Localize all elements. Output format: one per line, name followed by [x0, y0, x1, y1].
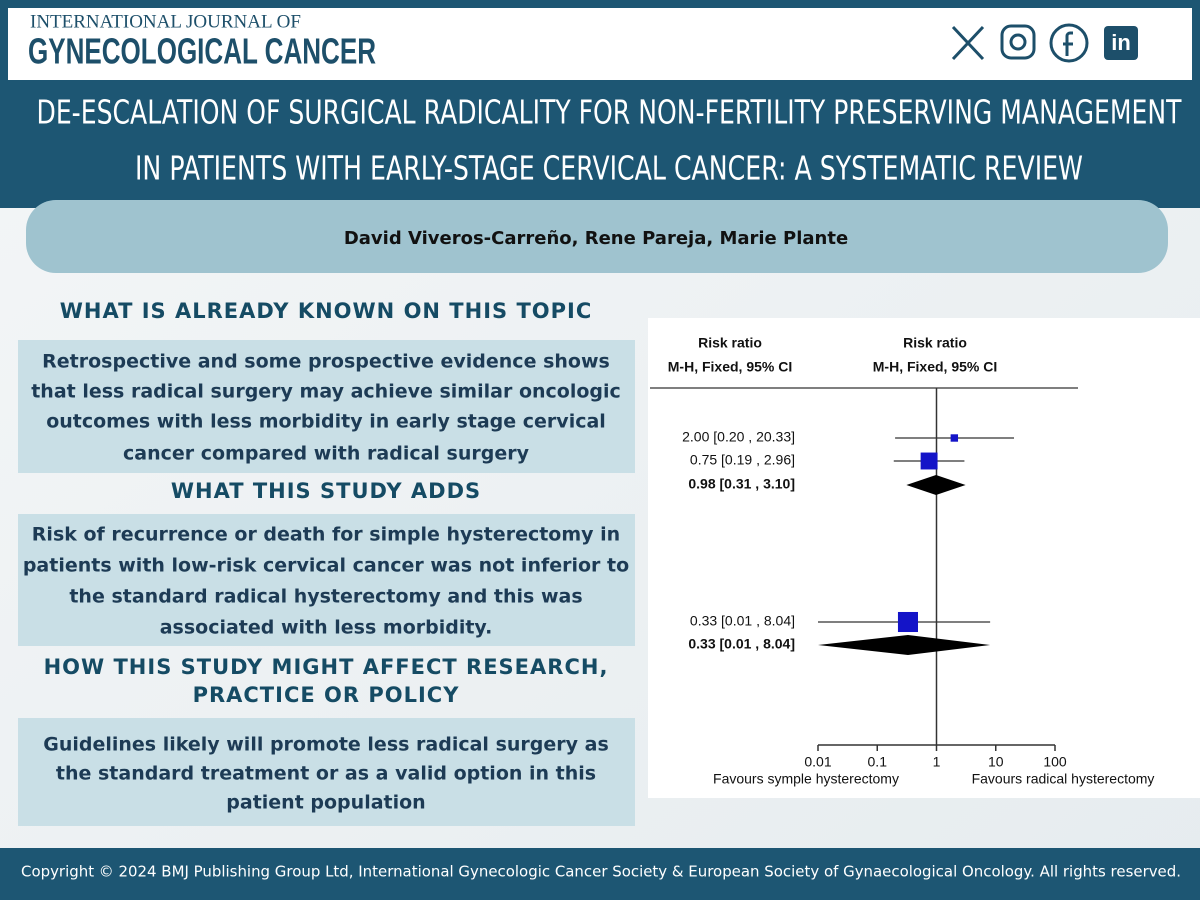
- x-icon[interactable]: [951, 25, 985, 61]
- section-box: [18, 340, 635, 473]
- section-text: Retrospective and some prospective evide…: [42, 351, 610, 373]
- copyright: Copyright © 2024 BMJ Publishing Group Lt…: [21, 863, 1181, 881]
- section-text: the standard radical hysterectomy and th…: [69, 586, 582, 608]
- favours-right: Favours radical hysterectomy: [972, 771, 1155, 787]
- social-icons[interactable]: in: [951, 23, 1138, 63]
- section-text: cancer compared with radical surgery: [123, 443, 530, 465]
- row-label: 0.98 [0.31 , 3.10]: [688, 476, 795, 492]
- forest-panel: [648, 318, 1200, 798]
- estimate-square: [920, 452, 938, 470]
- instagram-icon[interactable]: [1000, 24, 1036, 60]
- row-label: 0.33 [0.01 , 8.04]: [690, 613, 795, 629]
- section-text: patients with low-risk cervical cancer w…: [23, 555, 629, 577]
- section-text: patient population: [226, 792, 425, 814]
- section-heading: PRACTICE OR POLICY: [193, 683, 460, 707]
- section-box: [18, 718, 635, 826]
- x-tick-label: 10: [988, 754, 1004, 770]
- authors: David Viveros-Carreño, Rene Pareja, Mari…: [344, 228, 848, 249]
- row-label: 2.00 [0.20 , 20.33]: [682, 429, 795, 445]
- footer-band: [0, 848, 1200, 900]
- title-line: IN PATIENTS WITH EARLY-STAGE CERVICAL CA…: [135, 149, 1083, 188]
- x-tick-label: 0.01: [804, 754, 831, 770]
- section-text: Risk of recurrence or death for simple h…: [32, 524, 620, 546]
- summary-diamond: [906, 475, 966, 495]
- section-heading: WHAT THIS STUDY ADDS: [171, 479, 481, 503]
- section-text: outcomes with less morbidity in early st…: [46, 411, 606, 433]
- linkedin-icon[interactable]: [1104, 26, 1138, 60]
- section-text: that less radical surgery may achieve si…: [31, 381, 621, 403]
- section-heading: WHAT IS ALREADY KNOWN ON THIS TOPIC: [60, 299, 593, 323]
- summary-diamond: [818, 635, 991, 655]
- title-band: [0, 82, 1200, 208]
- title-line: DE-ESCALATION OF SURGICAL RADICALITY FOR…: [37, 93, 1183, 132]
- journal-line1: INTERNATIONAL JOURNAL OF: [30, 11, 301, 32]
- journal-line2: GYNECOLOGICAL CANCER: [28, 31, 376, 72]
- row-label: 0.33 [0.01 , 8.04]: [688, 636, 795, 652]
- section-text: the standard treatment or as a valid opt…: [56, 763, 596, 785]
- favours-left: Favours symple hysterectomy: [713, 771, 899, 787]
- estimate-square: [950, 434, 959, 442]
- header-band: [8, 8, 1192, 80]
- section-text: Guidelines likely will promote less radi…: [43, 734, 609, 756]
- svg-text:in: in: [1111, 30, 1131, 55]
- x-tick-label: 100: [1043, 754, 1067, 770]
- column-header: Risk ratio: [698, 335, 762, 351]
- column-header: Risk ratio: [903, 335, 967, 351]
- row-label: 0.75 [0.19 , 2.96]: [690, 452, 795, 468]
- section-heading: HOW THIS STUDY MIGHT AFFECT RESEARCH,: [44, 655, 609, 679]
- x-tick-label: 0.1: [868, 754, 888, 770]
- facebook-icon[interactable]: [1049, 23, 1089, 63]
- section-box: [18, 514, 635, 646]
- section-text: associated with less morbidity.: [160, 617, 493, 639]
- estimate-square: [897, 611, 918, 633]
- column-header: M-H, Fixed, 95% CI: [668, 359, 792, 375]
- authors-pill: [26, 200, 1168, 273]
- column-header: M-H, Fixed, 95% CI: [873, 359, 997, 375]
- x-tick-label: 1: [933, 754, 941, 770]
